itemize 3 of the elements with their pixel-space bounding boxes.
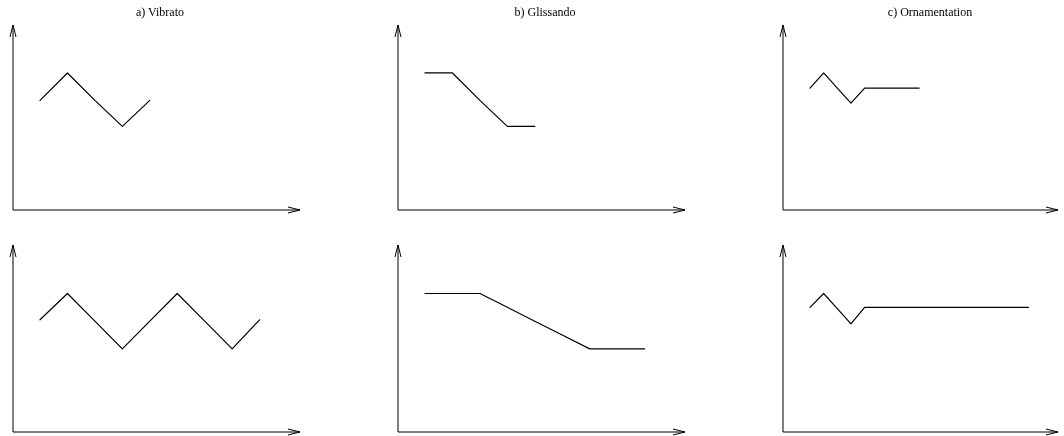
chart-title: c) Ornamentation <box>887 5 973 19</box>
chart-title: b) Glissando <box>514 5 576 19</box>
chart-title: a) Vibrato <box>135 5 185 19</box>
